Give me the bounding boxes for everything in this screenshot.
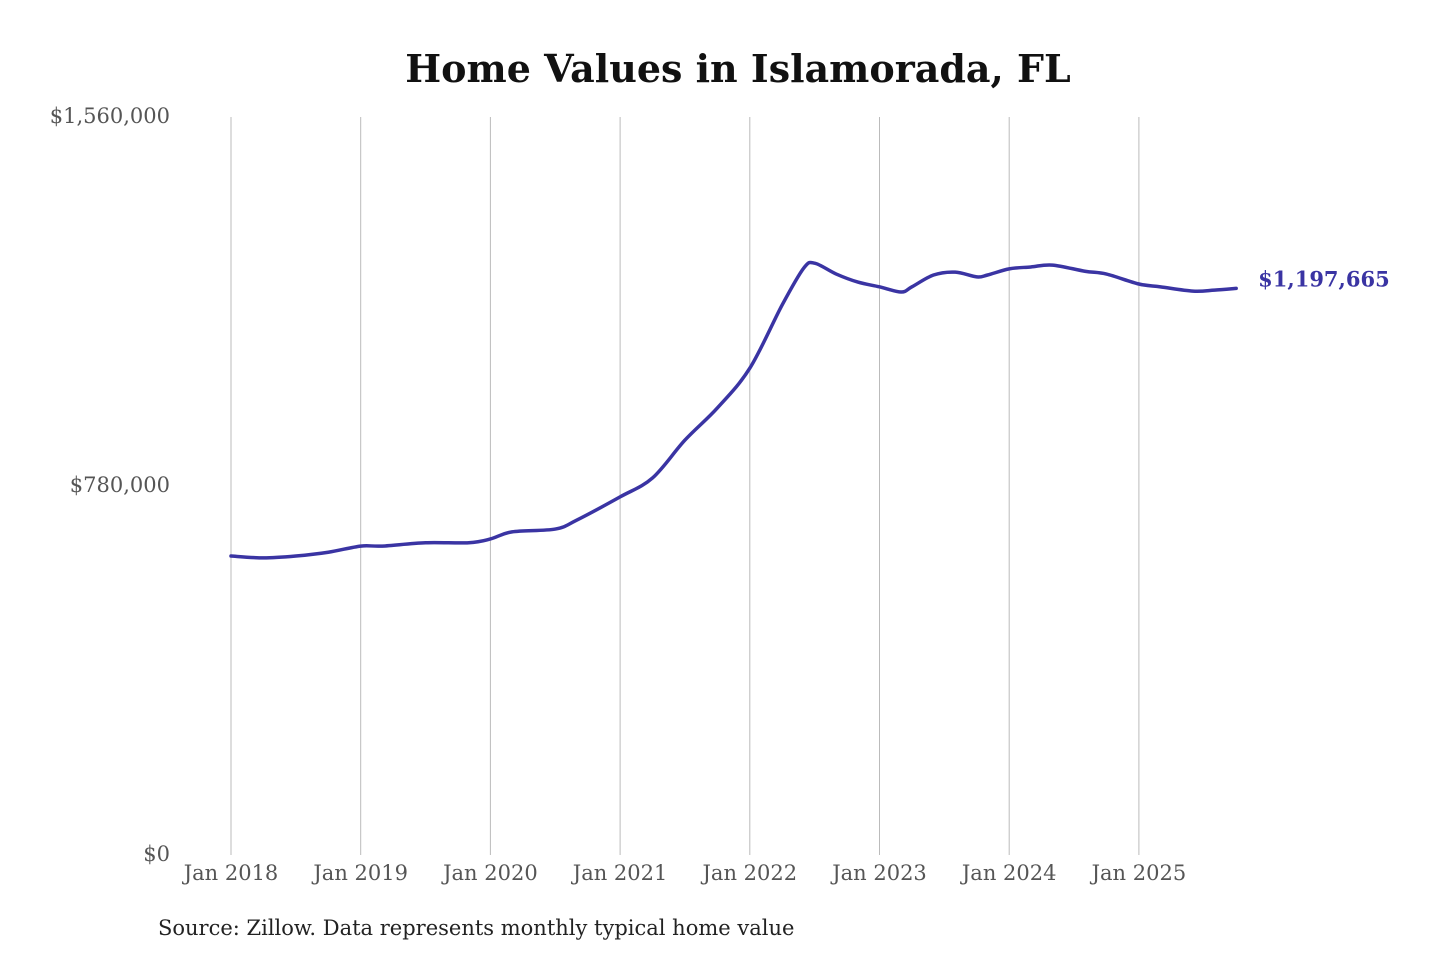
x-tick-label: Jan 2023: [830, 861, 927, 885]
y-tick-label: $1,560,000: [50, 104, 170, 128]
y-tick-label: $0: [143, 842, 170, 866]
x-tick-label: Jan 2021: [571, 861, 668, 885]
x-tick-label: Jan 2024: [960, 861, 1057, 885]
chart-title: Home Values in Islamorada, FL: [405, 46, 1070, 91]
series-line: [229, 260, 1238, 560]
x-tick-label: Jan 2025: [1090, 861, 1187, 885]
x-tick-label: Jan 2020: [441, 861, 538, 885]
source-note: Source: Zillow. Data represents monthly …: [158, 916, 795, 940]
y-tick-label: $780,000: [70, 473, 170, 497]
x-tick-label: Jan 2018: [182, 861, 279, 885]
end-value-label: $1,197,665: [1258, 266, 1390, 291]
x-tick-label: Jan 2019: [311, 861, 408, 885]
x-tick-label: Jan 2022: [701, 861, 798, 885]
